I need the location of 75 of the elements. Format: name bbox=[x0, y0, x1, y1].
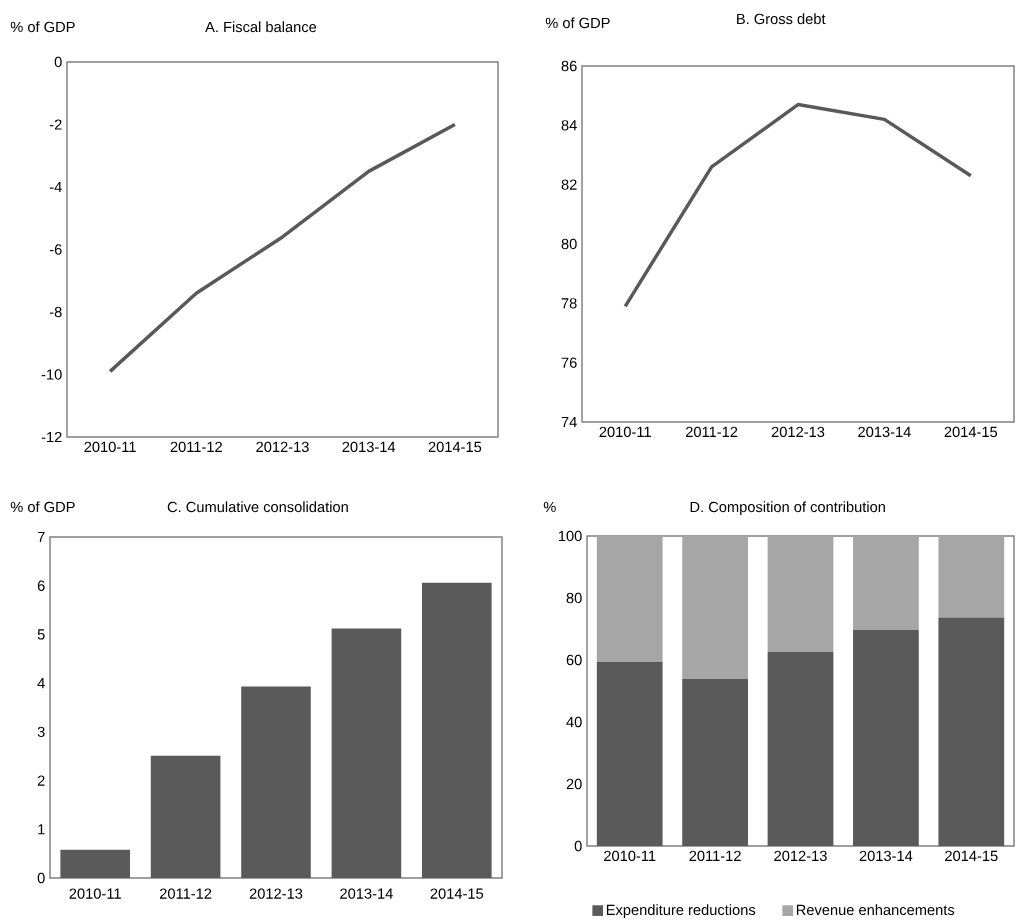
y-axis-title: % of GDP bbox=[10, 501, 75, 513]
y-tick-label: 82 bbox=[561, 179, 577, 190]
bar bbox=[596, 535, 663, 662]
y-tick-label: -4 bbox=[49, 181, 62, 193]
x-tick-label: 2010-11 bbox=[84, 441, 136, 453]
y-tick-label: -6 bbox=[49, 244, 62, 255]
x-tick-label: 2012-13 bbox=[774, 850, 827, 862]
y-tick-label: 7 bbox=[37, 531, 45, 543]
legend-label: Revenue enhancements bbox=[796, 904, 955, 916]
x-tick-label: 2011-12 bbox=[170, 441, 222, 453]
bar bbox=[853, 629, 919, 846]
y-tick-label: 86 bbox=[561, 60, 577, 72]
x-tick-label: 2012-13 bbox=[256, 441, 309, 453]
y-tick-label: 40 bbox=[566, 716, 582, 728]
x-tick-label: 2011-12 bbox=[685, 426, 738, 438]
x-tick-label: 2010-11 bbox=[604, 850, 656, 862]
x-tick-label: 2013-14 bbox=[340, 888, 393, 899]
chart-title: C. Cumulative consolidation bbox=[167, 501, 348, 513]
y-tick-label: -8 bbox=[49, 306, 62, 318]
bar bbox=[853, 535, 919, 630]
bar bbox=[596, 661, 663, 846]
x-tick-label: 2014-15 bbox=[430, 888, 484, 899]
bar bbox=[938, 617, 1005, 846]
y-tick-label: 80 bbox=[561, 238, 577, 250]
y-axis-title: % of GDP bbox=[10, 21, 75, 33]
y-tick-label: 100 bbox=[558, 530, 582, 542]
y-tick-label: -10 bbox=[41, 369, 62, 380]
y-tick-label: 3 bbox=[37, 726, 45, 738]
x-tick-label: 2011-12 bbox=[159, 888, 212, 899]
line-series bbox=[108, 122, 457, 374]
y-tick-label: 1 bbox=[38, 824, 45, 835]
chart-title: D. Composition of contribution bbox=[690, 501, 885, 516]
y-tick-label: -2 bbox=[49, 119, 62, 130]
bar bbox=[60, 849, 131, 878]
chart-title: A. Fiscal balance bbox=[205, 21, 317, 33]
x-tick-label: 2014-15 bbox=[945, 850, 998, 862]
x-tick-label: 2013-14 bbox=[859, 850, 913, 862]
y-tick-label: 0 bbox=[37, 872, 45, 884]
y-axis-title: % bbox=[543, 501, 556, 513]
x-tick-label: 2012-13 bbox=[249, 888, 303, 899]
bar bbox=[767, 651, 834, 846]
x-tick-label: 2013-14 bbox=[342, 441, 396, 453]
legend-label: Expenditure reductions bbox=[606, 904, 756, 918]
x-tick-label: 2014-15 bbox=[944, 426, 998, 438]
y-tick-label: 76 bbox=[561, 357, 577, 368]
x-tick-label: 2014-15 bbox=[428, 441, 482, 453]
y-tick-label: 84 bbox=[561, 120, 577, 131]
x-tick-label: 2011-12 bbox=[689, 850, 741, 862]
chart-title: B. Gross debt bbox=[737, 13, 826, 25]
y-tick-label: 0 bbox=[574, 840, 582, 852]
y-axis-title: % of GDP bbox=[545, 17, 610, 29]
y-tick-label: 74 bbox=[561, 416, 577, 428]
y-tick-label: 6 bbox=[37, 580, 45, 591]
bar bbox=[150, 755, 221, 878]
x-tick-label: 2013-14 bbox=[858, 426, 911, 438]
bar bbox=[682, 535, 748, 679]
y-tick-label: 78 bbox=[561, 298, 577, 309]
y-tick-label: 0 bbox=[54, 56, 62, 68]
y-tick-label: 60 bbox=[566, 654, 582, 666]
bar bbox=[938, 535, 1005, 618]
y-tick-label: 20 bbox=[566, 778, 582, 790]
line-series bbox=[623, 102, 973, 309]
bar bbox=[241, 686, 311, 878]
bar bbox=[767, 535, 834, 652]
y-tick-label: 2 bbox=[37, 775, 45, 786]
x-tick-label: 2010-11 bbox=[599, 426, 651, 438]
y-tick-label: 5 bbox=[37, 629, 45, 640]
x-tick-label: 2010-11 bbox=[69, 888, 121, 899]
y-tick-label: -12 bbox=[41, 431, 62, 443]
y-tick-label: 4 bbox=[37, 678, 45, 689]
bar bbox=[331, 628, 402, 878]
x-tick-label: 2012-13 bbox=[771, 426, 825, 438]
bar bbox=[422, 582, 492, 878]
y-tick-label: 80 bbox=[566, 592, 582, 604]
bar bbox=[682, 678, 748, 846]
